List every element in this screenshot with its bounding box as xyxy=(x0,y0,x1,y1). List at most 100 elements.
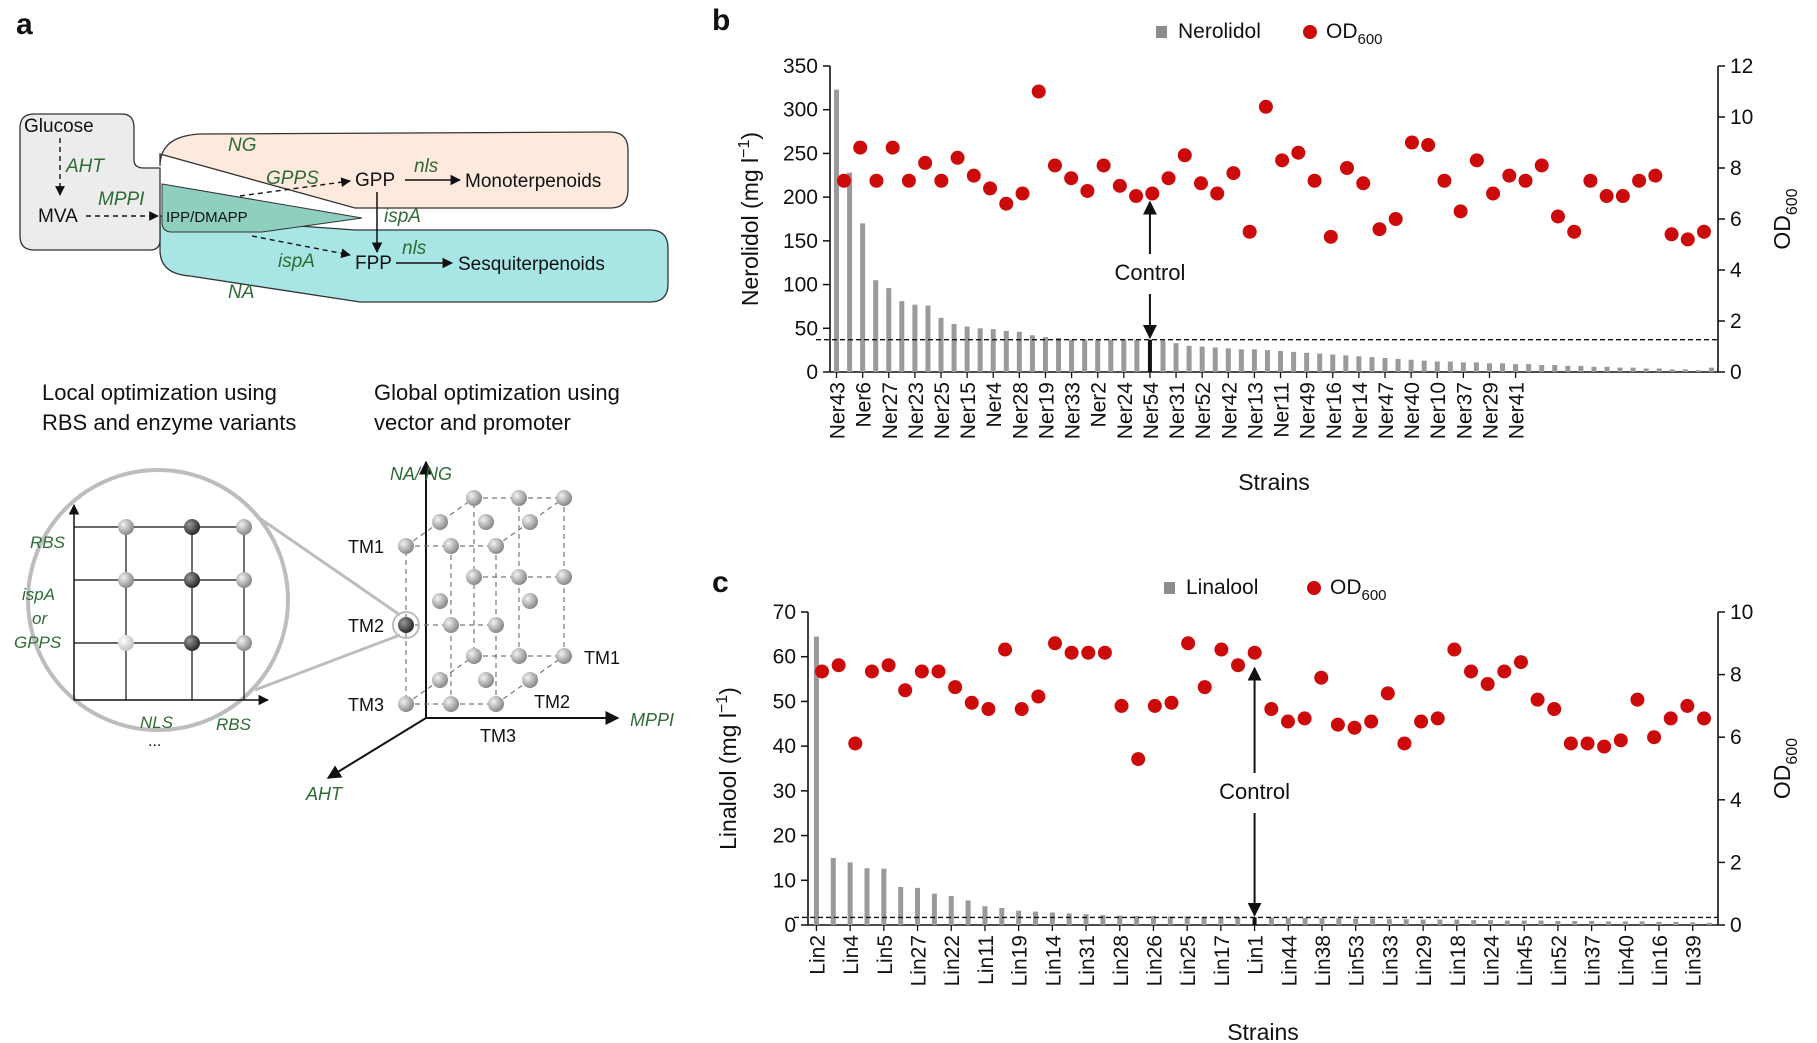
bar xyxy=(1042,337,1048,372)
x-tick-label: Ner49 xyxy=(1297,382,1320,439)
od600-point xyxy=(1242,224,1257,239)
od600-point xyxy=(1597,739,1612,754)
chart-b: Nerolidol OD60005010015020025030035002468… xyxy=(736,20,1801,495)
y2-tick-label: 6 xyxy=(1730,208,1742,231)
bar xyxy=(1421,360,1427,372)
od600-point xyxy=(1031,84,1046,99)
y-tick-label: 350 xyxy=(783,55,818,78)
od600-point xyxy=(1447,642,1462,657)
x-tick-label: Lin37 xyxy=(1582,935,1605,986)
bar xyxy=(1370,918,1376,925)
od600-point xyxy=(1297,711,1312,726)
bar xyxy=(1317,353,1323,372)
y2-tick-label: 2 xyxy=(1730,851,1742,874)
nls-label-1: nls xyxy=(414,156,439,177)
y2-tick-label: 8 xyxy=(1730,664,1742,687)
od600-point xyxy=(1330,717,1345,732)
od600-point xyxy=(1307,173,1322,188)
bar xyxy=(1447,361,1453,372)
od600-point xyxy=(815,664,829,679)
bar xyxy=(1016,331,1022,372)
bar xyxy=(1083,914,1089,925)
bar xyxy=(1552,365,1558,372)
bar xyxy=(1708,367,1714,372)
bar xyxy=(834,89,840,372)
panel-letter-b: b xyxy=(712,4,730,37)
x-tick-label: Lin1 xyxy=(1245,935,1268,975)
bar xyxy=(1591,366,1597,372)
y-tick-label: 70 xyxy=(773,601,796,624)
magnifier-connector-bottom xyxy=(254,633,401,692)
od600-point xyxy=(1164,695,1179,710)
bar xyxy=(1108,339,1114,372)
od600-point xyxy=(1177,148,1192,163)
od600-point xyxy=(934,173,949,188)
bar xyxy=(982,906,988,925)
y-axis-label-close: ) xyxy=(715,687,741,695)
grid-or-label: or xyxy=(32,609,48,628)
local-grid xyxy=(68,503,270,706)
od600-point xyxy=(1630,692,1645,707)
bar xyxy=(1235,916,1241,925)
bar xyxy=(1184,916,1190,925)
od600-point xyxy=(1080,183,1095,198)
od600-point xyxy=(1264,702,1279,717)
bar xyxy=(1160,340,1166,372)
aht-label: AHT xyxy=(65,156,105,177)
y2-axis-label-main: OD xyxy=(1769,765,1795,800)
y2-axis-label: OD600 xyxy=(1769,738,1801,799)
cube-tm1-right: TM1 xyxy=(584,648,620,668)
x-tick-label: Lin53 xyxy=(1346,935,1369,986)
x-tick-label: Lin38 xyxy=(1312,935,1335,986)
bar xyxy=(1604,366,1610,372)
y-tick-label: 0 xyxy=(784,914,796,937)
legend-dot-swatch xyxy=(1307,581,1321,595)
y2-tick-label: 4 xyxy=(1730,789,1742,812)
bar xyxy=(1095,339,1101,372)
bar xyxy=(899,301,905,372)
x-tick-label: Lin26 xyxy=(1143,935,1166,986)
od600-point xyxy=(1437,173,1452,188)
x-tick-label: Lin29 xyxy=(1413,935,1436,986)
legend-dot-swatch xyxy=(1303,25,1317,39)
x-tick-label: Ner14 xyxy=(1349,382,1372,440)
glucose-label: Glucose xyxy=(24,116,94,137)
legend-dot-sub: 600 xyxy=(1358,31,1383,48)
od600-point xyxy=(1247,645,1262,660)
od600-point xyxy=(1047,636,1062,651)
bar xyxy=(1117,915,1123,925)
od600-point xyxy=(1231,658,1246,673)
panel-a: a Glucose AHT MVA MPPI IPP/DMAPP NG NA G… xyxy=(14,8,674,804)
global-cube xyxy=(326,460,620,779)
bar xyxy=(925,305,931,372)
x-tick-label: Ner16 xyxy=(1323,382,1346,439)
gpps-label: GPPS xyxy=(266,168,319,189)
bar xyxy=(1460,362,1466,372)
y-tick-label: 100 xyxy=(783,274,818,297)
y-tick-label: 50 xyxy=(795,317,818,340)
od600-point xyxy=(1486,186,1501,201)
od600-point xyxy=(1181,636,1196,651)
bar xyxy=(1100,915,1106,925)
od600-point xyxy=(1469,153,1484,168)
y-axis-label: Linalool (mg l−1) xyxy=(714,687,741,850)
bar xyxy=(1617,367,1623,372)
y-axis-label-sup: −1 xyxy=(736,139,753,157)
od600-point xyxy=(1145,186,1160,201)
bar xyxy=(873,280,879,372)
fpp-label: FPP xyxy=(355,253,392,274)
bar xyxy=(1033,911,1038,925)
x-tick-label: Ner47 xyxy=(1375,382,1398,439)
y2-tick-label: 0 xyxy=(1730,361,1742,384)
bar xyxy=(1199,346,1205,372)
y-tick-label: 10 xyxy=(773,869,796,892)
bar xyxy=(1605,921,1611,925)
bar xyxy=(951,323,957,372)
y2-tick-label: 12 xyxy=(1730,55,1753,78)
od600-point xyxy=(998,642,1013,657)
x-tick-label: Lin31 xyxy=(1076,935,1099,986)
od600-point xyxy=(918,155,933,170)
bar xyxy=(1572,920,1578,925)
